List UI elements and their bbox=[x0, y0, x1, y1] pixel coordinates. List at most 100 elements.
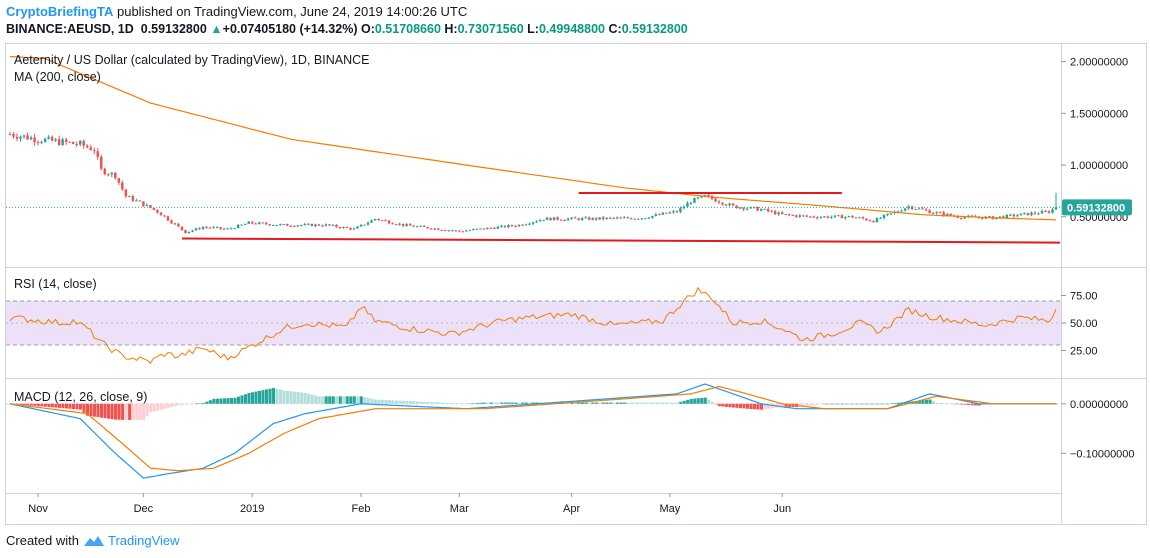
macd-histogram-bar bbox=[380, 399, 384, 404]
candle-body bbox=[472, 229, 475, 231]
candle-body bbox=[89, 147, 92, 151]
macd-histogram-bar bbox=[728, 403, 732, 408]
candle-body bbox=[868, 220, 872, 222]
macd-histogram-bar bbox=[465, 403, 469, 405]
candle-body bbox=[475, 228, 479, 230]
publish-text: published on TradingView.com, June 24, 2… bbox=[113, 4, 468, 19]
candle-body bbox=[907, 206, 910, 209]
candle-body bbox=[935, 212, 938, 214]
candle-body bbox=[156, 209, 159, 213]
candle-body bbox=[240, 224, 243, 226]
candle-body bbox=[630, 218, 633, 220]
candle-body bbox=[770, 211, 773, 213]
candle-body bbox=[8, 134, 12, 136]
macd-histogram-bar bbox=[236, 396, 240, 404]
candle-body bbox=[184, 230, 187, 234]
candle-body bbox=[738, 207, 742, 209]
rsi-pane-title[interactable]: RSI (14, close) bbox=[14, 277, 97, 291]
candle-body bbox=[759, 209, 763, 211]
candle-body bbox=[265, 222, 268, 225]
candle-body bbox=[68, 141, 71, 143]
candle-body bbox=[668, 212, 672, 214]
candle-body bbox=[735, 205, 738, 209]
macd-histogram-bar bbox=[461, 403, 465, 405]
macd-histogram-bar bbox=[577, 402, 581, 404]
tradingview-link[interactable]: TradingView bbox=[83, 533, 180, 548]
macd-histogram-bar bbox=[356, 396, 360, 404]
macd-histogram-bar bbox=[626, 402, 630, 404]
macd-histogram-bar bbox=[893, 403, 897, 404]
macd-histogram-bar bbox=[359, 396, 363, 404]
macd-histogram-bar bbox=[931, 401, 935, 404]
candle-body bbox=[644, 218, 647, 220]
candle-body bbox=[840, 215, 844, 219]
candle-body bbox=[573, 217, 577, 219]
macd-histogram-bar bbox=[500, 402, 504, 404]
candle-body bbox=[15, 136, 19, 139]
macd-histogram-bar bbox=[517, 402, 521, 404]
candle-body bbox=[286, 223, 289, 226]
macd-histogram-bar bbox=[436, 402, 441, 404]
candle-body bbox=[394, 224, 398, 226]
macd-pane-title[interactable]: MACD (12, 26, close, 9) bbox=[14, 390, 148, 404]
macd-histogram-bar bbox=[328, 396, 332, 404]
symbol-name: BINANCE:AEUSD, 1D bbox=[6, 22, 134, 36]
chart-frame bbox=[5, 43, 1147, 525]
candle-body bbox=[605, 217, 608, 220]
candle-body bbox=[844, 216, 847, 219]
macd-histogram-bar bbox=[310, 394, 314, 404]
candle-body bbox=[465, 230, 468, 232]
candle-body bbox=[942, 212, 945, 216]
candle-body bbox=[135, 200, 138, 202]
macd-histogram-bar bbox=[658, 402, 662, 404]
candle-body bbox=[566, 218, 570, 221]
candle-body bbox=[917, 208, 921, 210]
macd-histogram-bar bbox=[286, 390, 290, 404]
macd-histogram-bar bbox=[110, 403, 114, 420]
candle-body bbox=[426, 226, 429, 229]
candle-body bbox=[194, 228, 198, 231]
candle-body bbox=[865, 218, 868, 221]
rsi-line bbox=[9, 286, 1057, 364]
macd-histogram-bar bbox=[75, 403, 79, 410]
rsi-tick-label: 50.00 bbox=[1070, 318, 1098, 330]
macd-histogram-bar bbox=[198, 403, 202, 404]
close-label: C: bbox=[608, 22, 622, 36]
candle-body bbox=[43, 138, 47, 143]
candle-body bbox=[938, 212, 942, 214]
macd-histogram-bar bbox=[26, 403, 30, 406]
ma-indicator-label[interactable]: MA (200, close) bbox=[14, 70, 101, 84]
candle-body bbox=[580, 218, 584, 220]
candle-body bbox=[419, 225, 422, 227]
macd-histogram-bar bbox=[226, 398, 230, 404]
time-tick-label: Nov bbox=[28, 503, 48, 515]
candle-body bbox=[612, 217, 615, 219]
macd-histogram-bar bbox=[809, 403, 813, 406]
candle-body bbox=[468, 230, 472, 232]
candle-body bbox=[928, 210, 931, 214]
author-name[interactable]: CryptoBriefingTA bbox=[6, 4, 114, 19]
macd-histogram-bar bbox=[668, 402, 672, 404]
last-price-tag-text: 0.59132800 bbox=[1067, 202, 1125, 214]
candle-body bbox=[637, 218, 640, 220]
candle-body bbox=[254, 223, 257, 225]
candle-body bbox=[921, 208, 924, 210]
macd-histogram-bar bbox=[889, 403, 893, 404]
candle-body bbox=[640, 218, 644, 220]
candle-body bbox=[247, 221, 250, 224]
macd-histogram-bar bbox=[798, 403, 802, 407]
macd-histogram-bar bbox=[156, 403, 160, 411]
candle-body bbox=[317, 224, 321, 226]
rsi-tick-label: 75.00 bbox=[1070, 291, 1098, 303]
macd-histogram-bar bbox=[521, 402, 525, 404]
macd-histogram-bar bbox=[43, 403, 47, 407]
candle-body bbox=[619, 217, 622, 219]
macd-histogram-bar bbox=[107, 403, 111, 419]
macd-histogram-bar bbox=[724, 403, 728, 407]
candle-body bbox=[780, 212, 784, 215]
macd-histogram-bar bbox=[215, 398, 219, 404]
macd-histogram-bar bbox=[675, 402, 679, 404]
candle-body bbox=[36, 142, 40, 144]
candle-body bbox=[257, 222, 261, 225]
